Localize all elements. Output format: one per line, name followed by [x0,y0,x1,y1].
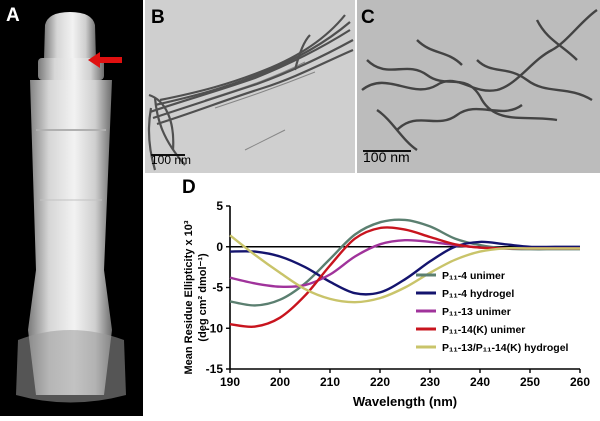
x-tick-label: 220 [370,375,390,389]
legend-label-4: P₁₁-14(K) unimer [442,324,525,336]
panel-c-scale-bar: 100 nm [363,149,411,165]
y-tick-label: 0 [216,240,223,254]
panel-b-scale-bar: 100 nm [151,153,192,167]
tube-body [28,80,112,395]
x-tick-label: 200 [270,375,290,389]
series-line-1 [229,218,580,307]
panel-b-tem-image: B 100 nm [145,0,355,173]
fibril-bundle-illustration [147,14,354,171]
panel-b-scale-label: 100 nm [151,153,192,167]
legend-label-1: P₁₁-4 unimer [442,270,505,282]
panel-a-photo: A [0,0,143,416]
legend-label-5: P₁₁-13/P₁₁-14(K) hydrogel [442,342,569,354]
panel-d-cd-chart: D 5 0 -5 -10 -15 190 200 210 220 230 240 250 260 Wave… [180,176,600,416]
y-tick-label: 5 [216,199,223,213]
tube-base [16,330,126,403]
panel-b-scale-line [151,154,185,156]
tube-rim [38,58,104,80]
panel-b-label: B [151,7,165,28]
tube-cap [44,12,96,60]
y-tick-label: -15 [206,362,224,376]
panel-c-scale-line [363,150,411,152]
x-tick-label: 230 [420,375,440,389]
red-arrow-icon [88,52,122,68]
x-tick-label: 190 [220,375,240,389]
panel-c-tem-image: C 100 nm [357,0,600,173]
panel-a-label: A [6,5,20,26]
y-axis-title-line2: (deg cm² dmol⁻¹) [197,253,209,342]
panel-d-label: D [182,177,196,198]
fibril-network-illustration [361,9,598,151]
y-tick-label: -10 [206,321,224,335]
series-line-2 [229,240,580,296]
x-tick-label: 210 [320,375,340,389]
x-axis-title: Wavelength (nm) [353,394,457,409]
x-tick-label: 250 [520,375,540,389]
x-tick-label: 240 [470,375,490,389]
panel-c-scale-label: 100 nm [363,149,410,165]
legend-label-3: P₁₁-13 unimer [442,306,511,318]
y-tick-label: -5 [212,281,223,295]
panel-c-label: C [361,7,375,28]
tube-illustration [16,12,126,403]
series-line-4 [229,226,580,329]
y-axis-title-line1: Mean Residue Ellipticity x 10³ [183,220,195,374]
x-tick-label: 260 [570,375,590,389]
legend-label-2: P₁₁-4 hydrogel [442,288,514,300]
series-line-5 [229,234,580,304]
